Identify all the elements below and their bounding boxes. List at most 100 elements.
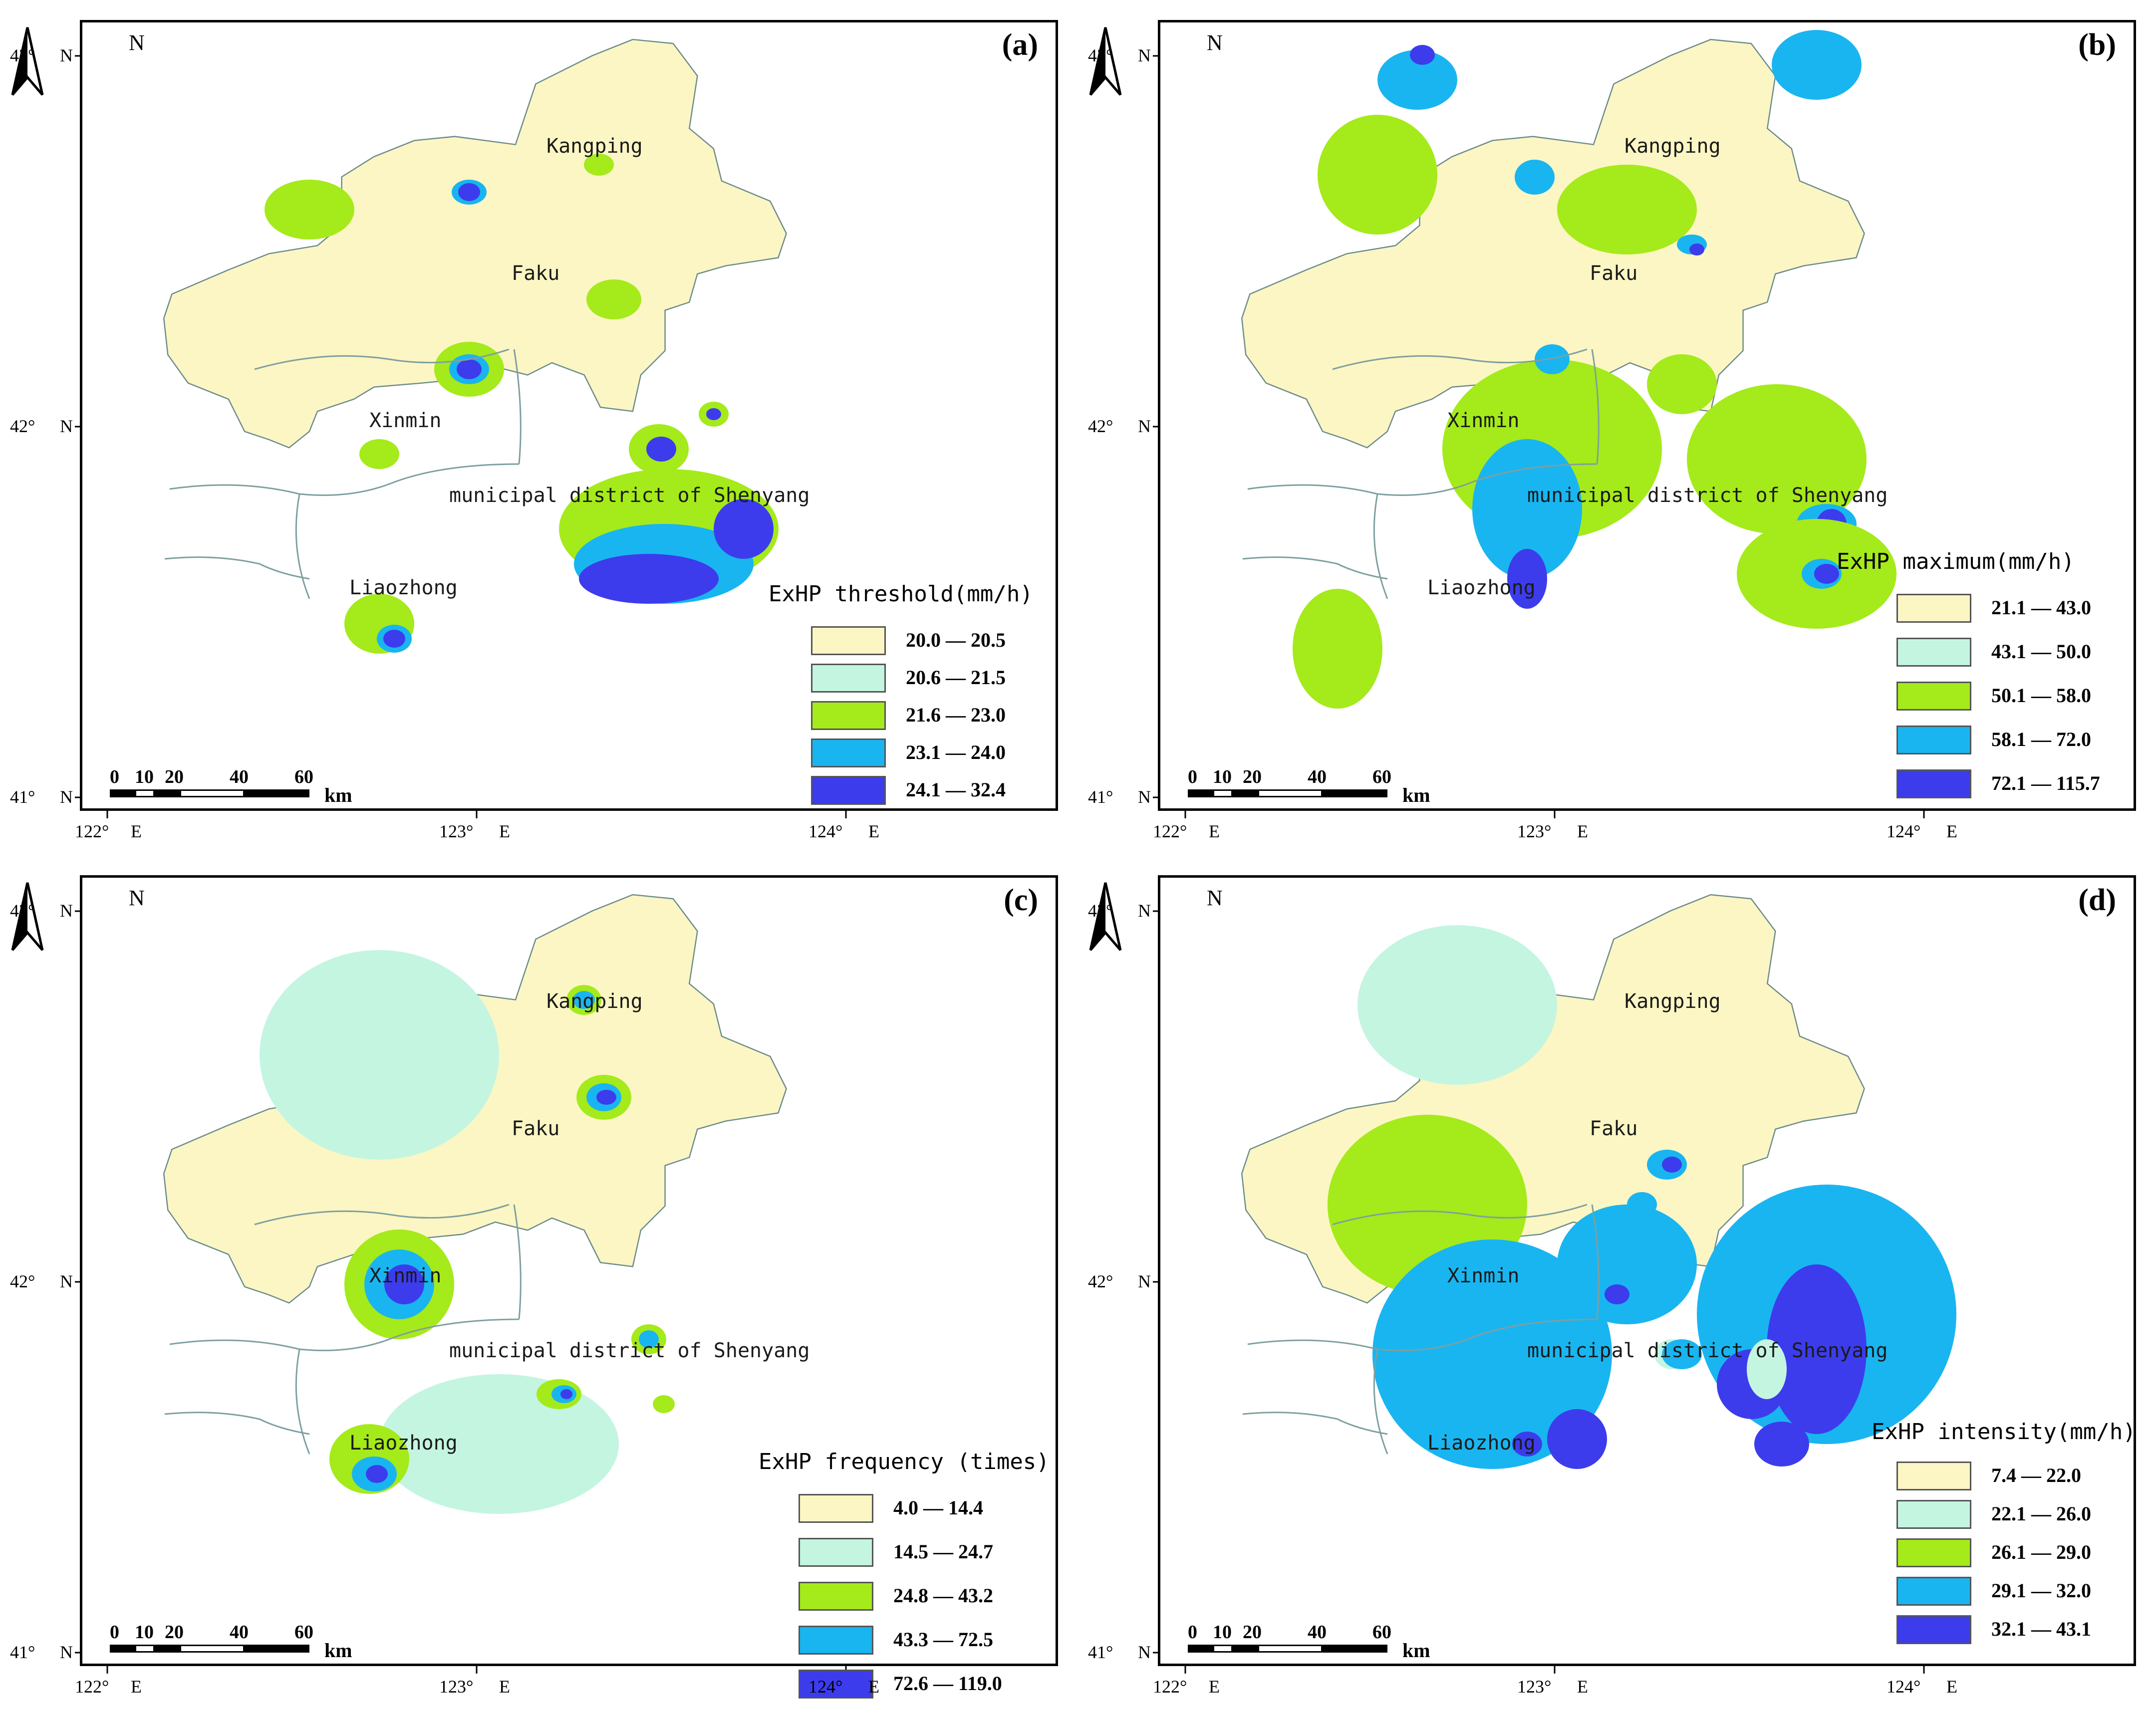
legend-swatch — [799, 1626, 873, 1655]
lon-hemisphere: E — [131, 1677, 142, 1697]
contour-patch — [458, 183, 480, 201]
latitude-ticks — [1153, 55, 1160, 798]
scale-tick-label: 20 — [165, 1622, 184, 1643]
place-faku: Faku — [512, 262, 560, 285]
lon-hemisphere: E — [1209, 1677, 1220, 1697]
contour-patch — [1647, 354, 1717, 414]
map-svg — [75, 894, 847, 1674]
place-shenyang: municipal district of Shenyang — [1527, 1339, 1888, 1362]
legend-swatch — [811, 738, 886, 767]
district-borders — [164, 1204, 522, 1455]
lon-label-124: 124° — [808, 1677, 843, 1697]
north-arrow-icon — [1089, 882, 1122, 951]
district-borders — [164, 348, 522, 599]
map-panel-d: (d) N Kangping Faku Xinmin municipal dis… — [1078, 855, 2156, 1711]
lat-label-42: 42° — [1088, 416, 1113, 436]
map-panel-c: (c) N Kangping Faku Xinmin municipal dis… — [0, 855, 1078, 1711]
latitude-ticks — [75, 910, 82, 1654]
north-label: N — [129, 30, 145, 55]
contour-patch — [596, 1090, 616, 1105]
lat-hemisphere: N — [1138, 416, 1151, 436]
lon-label-122: 122° — [1153, 1677, 1187, 1697]
contour-patch — [1357, 925, 1557, 1085]
lat-label-43: 43° — [10, 901, 35, 921]
place-xinmin: Xinmin — [1447, 1264, 1520, 1287]
place-faku: Faku — [1590, 262, 1638, 285]
panel-letter: (d) — [2078, 883, 2116, 917]
scale-tick-label: 10 — [1213, 766, 1232, 787]
legend-swatch — [811, 776, 886, 805]
legend-swatch — [1896, 1615, 1971, 1644]
north-label: N — [129, 886, 145, 910]
lon-hemisphere: E — [1209, 821, 1220, 841]
legend-label: 21.6 — 23.0 — [906, 704, 1006, 726]
latitude-ticks — [1153, 910, 1160, 1654]
lon-label-123: 123° — [1517, 821, 1552, 841]
lat-label-42: 42° — [1088, 1271, 1113, 1291]
lat-label-42: 42° — [10, 1271, 35, 1291]
contour-patches — [265, 154, 779, 654]
lat-label-42: 42° — [10, 416, 35, 436]
scale-tick-label: 40 — [1308, 1622, 1327, 1643]
legend-label: 72.1 — 115.7 — [1991, 772, 2100, 794]
legend-label: 50.1 — 58.0 — [1991, 684, 2091, 707]
north-arrow-icon — [1089, 27, 1122, 96]
scale-bar: 0 10 20 40 60 km — [110, 766, 369, 806]
legend-label: 14.5 — 24.7 — [893, 1540, 993, 1563]
scale-tick-label: 20 — [165, 766, 184, 787]
lat-label-41: 41° — [10, 1642, 35, 1662]
contour-patch — [706, 408, 721, 420]
scale-unit: km — [324, 784, 352, 806]
contour-patch — [1547, 1409, 1607, 1469]
contour-patch — [1507, 549, 1547, 609]
contour-patch — [1662, 1157, 1682, 1173]
lat-hemisphere: N — [60, 416, 73, 436]
place-xinmin: Xinmin — [369, 1264, 442, 1287]
panel-letter: (a) — [1002, 28, 1038, 62]
legend-title: ExHP threshold(mm/h) — [769, 581, 1033, 607]
legend-swatch — [811, 701, 886, 730]
contour-patch — [653, 1395, 675, 1413]
legend-swatch — [799, 1494, 873, 1523]
contour-patch — [560, 1389, 572, 1399]
lon-label-123: 123° — [439, 821, 474, 841]
legend-label: 29.1 — 32.0 — [1991, 1579, 2091, 1602]
legend-swatch — [1896, 1538, 1971, 1567]
latitude-ticks — [75, 55, 82, 798]
map-frame — [1158, 20, 2136, 811]
legend-label: 20.0 — 20.5 — [906, 629, 1006, 651]
contour-patch — [1535, 344, 1570, 374]
contour-patch — [383, 630, 405, 648]
scale-tick-label: 40 — [230, 1622, 249, 1643]
lat-hemisphere: N — [60, 1642, 73, 1662]
legend-swatch — [1896, 769, 1971, 798]
legend-swatch — [799, 1582, 873, 1611]
place-faku: Faku — [512, 1117, 560, 1140]
scale-tick-label: 0 — [1188, 766, 1197, 787]
lat-label-41: 41° — [1088, 787, 1113, 807]
legend-swatch — [811, 664, 886, 693]
contour-patch — [1557, 165, 1697, 254]
contour-patch — [1372, 1239, 1612, 1469]
lat-label-43: 43° — [10, 45, 35, 65]
lon-label-122: 122° — [75, 821, 109, 841]
contour-patch — [265, 180, 354, 240]
scale-tick-label: 40 — [1308, 766, 1327, 787]
legend-label: 24.1 — 32.4 — [906, 778, 1006, 801]
contour-patch — [457, 359, 482, 379]
legend-swatch — [799, 1538, 873, 1567]
lon-hemisphere: E — [1946, 821, 1957, 841]
contour-patch — [1662, 1339, 1702, 1369]
lat-hemisphere: N — [60, 787, 73, 807]
district-borders — [1242, 348, 1600, 599]
lon-label-123: 123° — [1517, 1677, 1552, 1697]
lat-hemisphere: N — [1138, 1271, 1151, 1291]
contour-patch — [1767, 1264, 1867, 1434]
scale-bar: 0 10 20 40 60 km — [1188, 1621, 1447, 1662]
map-panel-b: (b) N Kangping Faku Xinmin municipal dis… — [1078, 0, 2156, 855]
contour-patch — [260, 950, 499, 1160]
legend-swatch — [1896, 638, 1971, 667]
legend-swatch — [811, 626, 886, 655]
scale-tick-label: 10 — [135, 1622, 154, 1643]
contour-patch — [1814, 564, 1839, 584]
